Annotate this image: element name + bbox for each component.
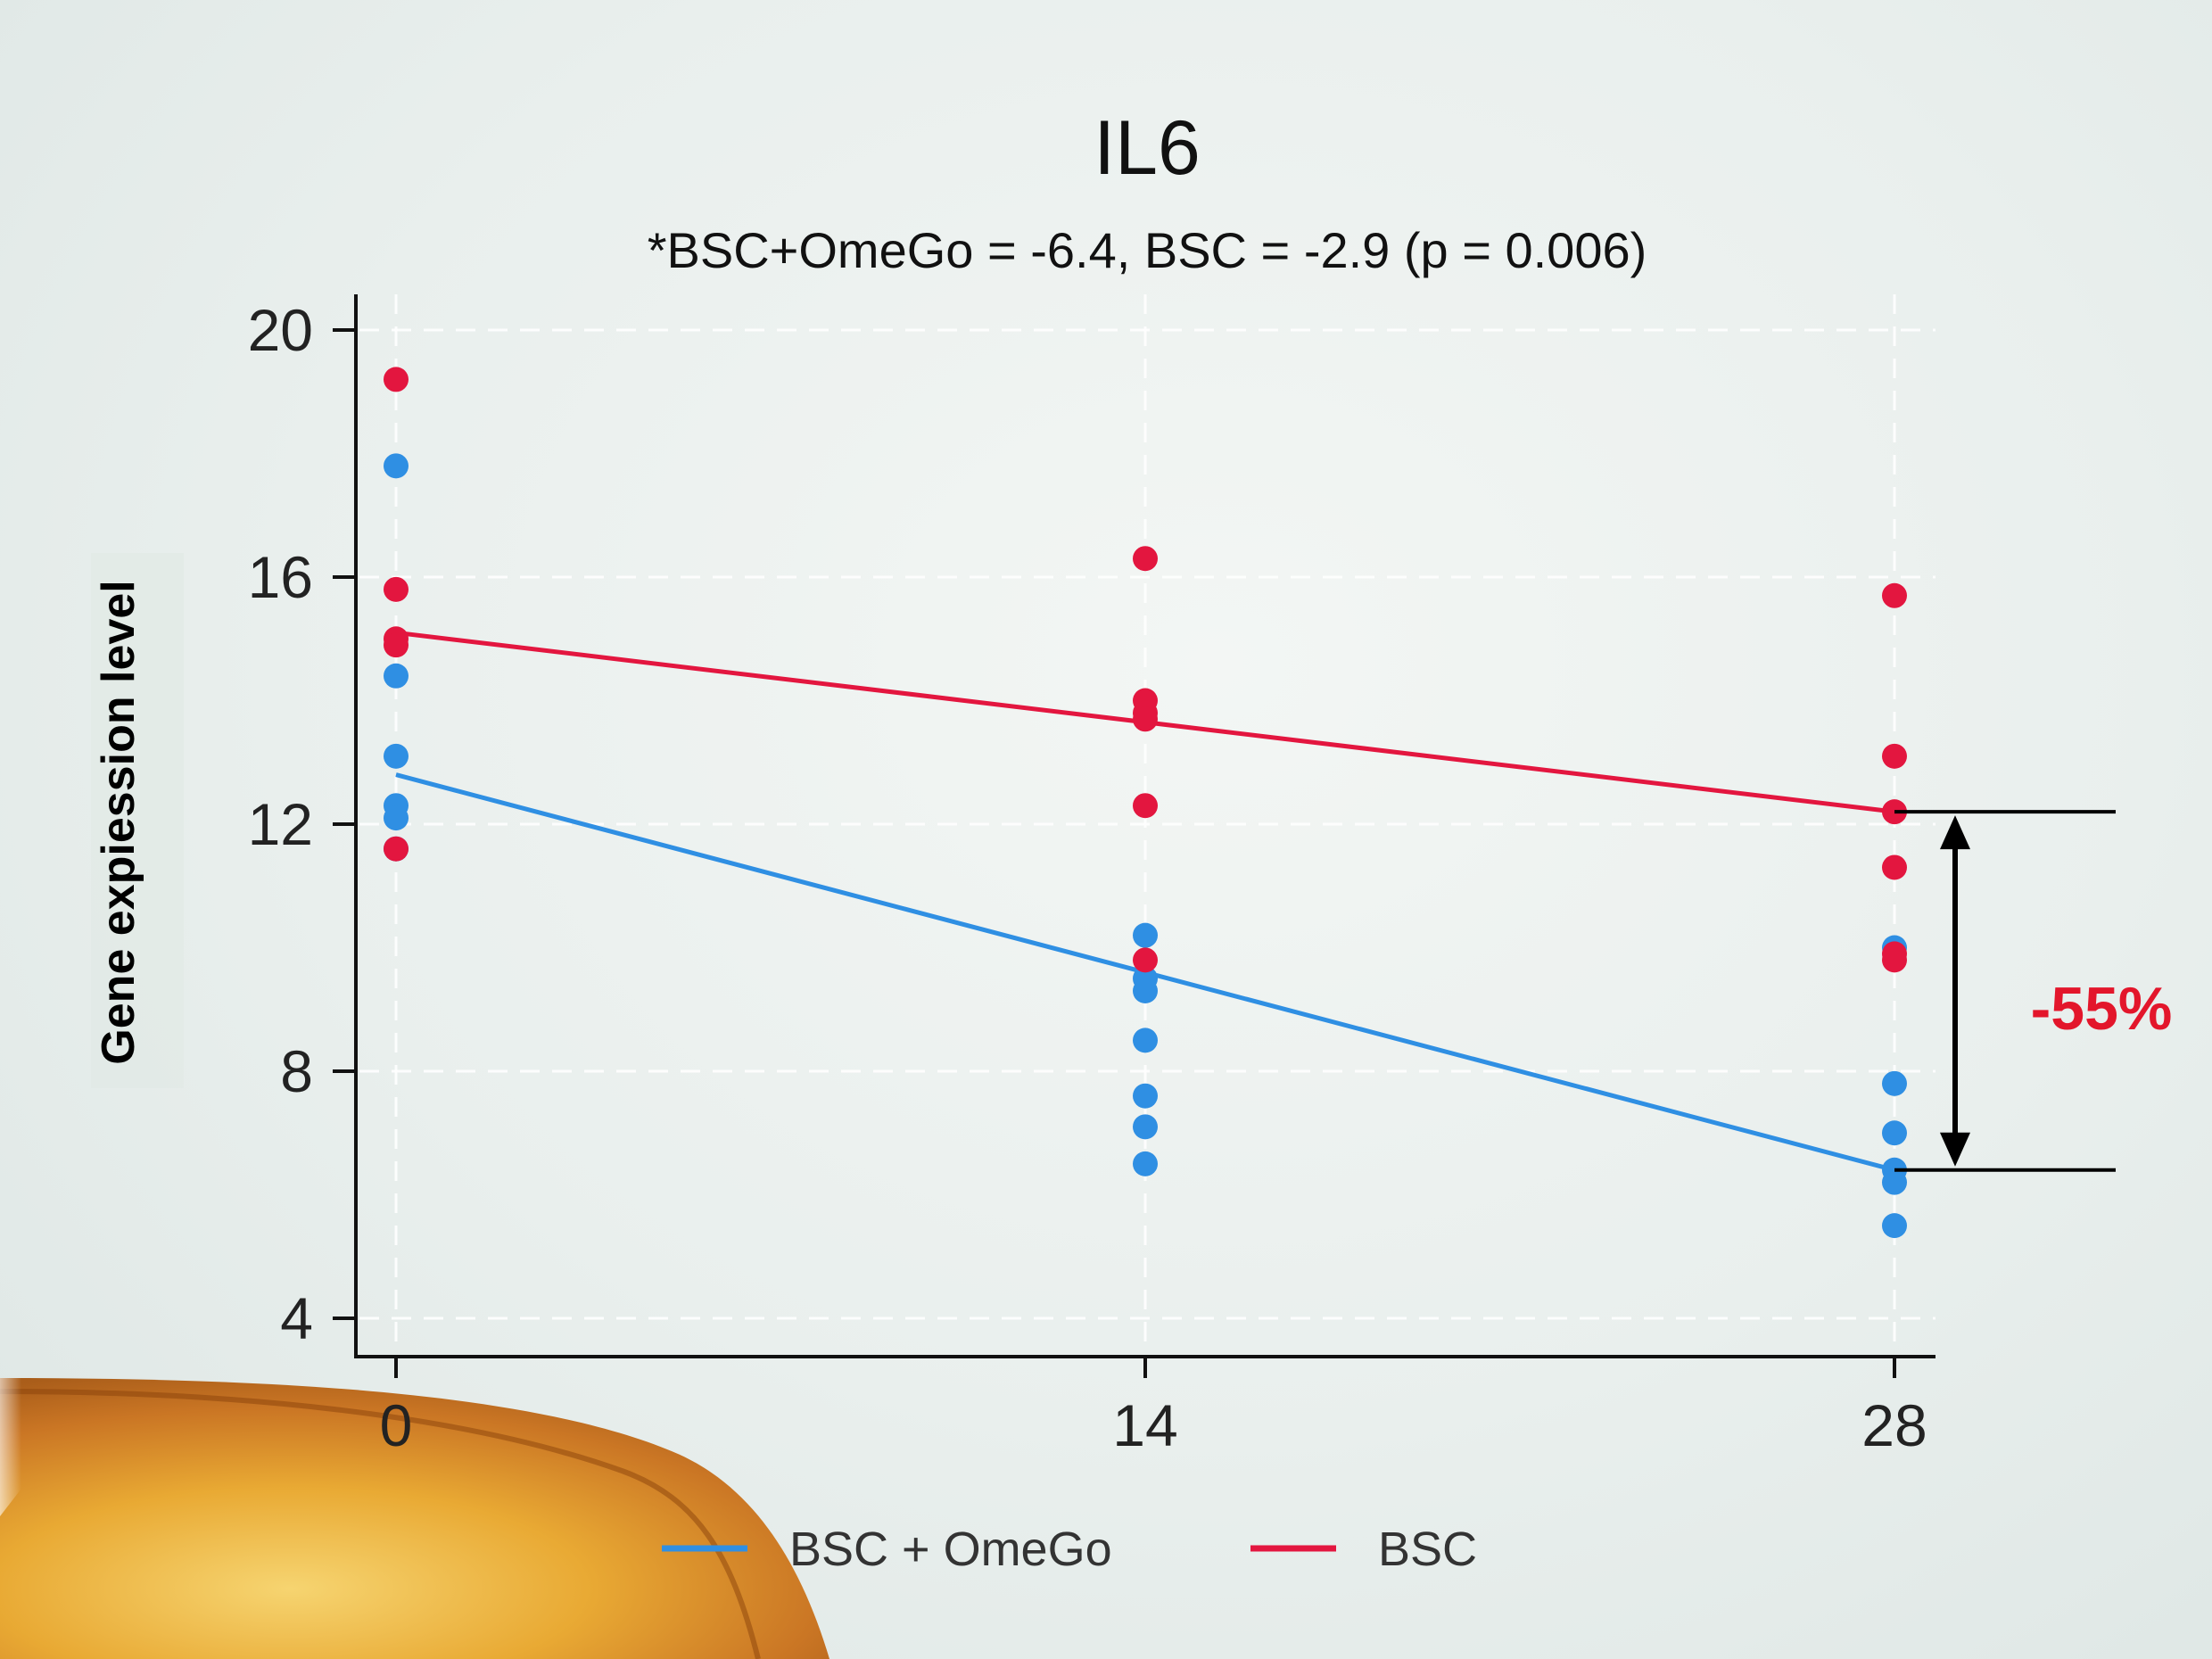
point-bsc-5 [1133,546,1158,572]
ylabel-backdrop [91,553,184,1088]
y-tick-label-20: 20 [248,297,313,363]
point-bsc-9 [1133,793,1158,819]
x-tick-label-0: 0 [380,1392,413,1458]
chart-subtitle: *BSC+OmeGo = -6.4, BSC = -2.9 (p = 0.006… [648,222,1647,278]
y-tick-label-8: 8 [280,1038,313,1104]
point-bsc-omego-11 [1133,1114,1158,1140]
grid [359,294,1936,1353]
point-bsc-10 [1133,947,1158,973]
point-bsc-4 [384,836,409,862]
y-axis-label: Gene expiession level [93,580,144,1064]
point-bsc-16 [1882,947,1907,973]
point-bsc-omego-1 [384,663,409,689]
point-bsc-omego-8 [1133,978,1158,1003]
point-bsc-omego-17 [1882,1169,1907,1195]
y-tick-label-16: 16 [248,544,313,610]
point-bsc-3 [384,632,409,658]
x-tick-label-28: 28 [1861,1392,1927,1458]
data-points [384,367,1907,1239]
point-bsc-omego-12 [1133,1151,1158,1176]
point-bsc-omego-14 [1882,1070,1907,1096]
annotation-arrow-head-up [1940,815,1970,850]
y-tick-label-4: 4 [280,1285,313,1351]
point-bsc-omego-9 [1133,1028,1158,1053]
point-bsc-12 [1882,743,1907,769]
point-bsc-omego-0 [384,453,409,479]
y-tick-label-12: 12 [248,791,313,857]
x-tick-label-14: 14 [1112,1392,1177,1458]
point-bsc-omego-18 [1882,1213,1907,1239]
change-annotation: -55% [1894,810,2173,1172]
legend-label-bsc: BSC [1378,1523,1477,1576]
point-bsc-omego-10 [1133,1083,1158,1109]
point-bsc-omego-2 [384,743,409,769]
point-bsc-1 [384,576,409,602]
point-bsc-0 [384,367,409,392]
point-bsc-8 [1133,706,1158,732]
point-bsc-omego-6 [1133,922,1158,948]
annotation-percent-label: -55% [2031,975,2173,1043]
point-bsc-11 [1882,582,1907,608]
point-bsc-omego-4 [384,805,409,831]
honey-decoration [0,1378,830,1659]
ticks: 4 8 12 16 20 0 14 28 [248,297,1927,1458]
point-bsc-omego-15 [1882,1120,1907,1146]
chart-title: IL6 [1094,105,1201,191]
annotation-arrow-head-down [1940,1132,1970,1167]
legend-label-bsc-omego: BSC + OmeGo [789,1523,1112,1576]
point-bsc-14 [1882,854,1907,880]
legend: BSC + OmeGo BSC [662,1523,1477,1576]
